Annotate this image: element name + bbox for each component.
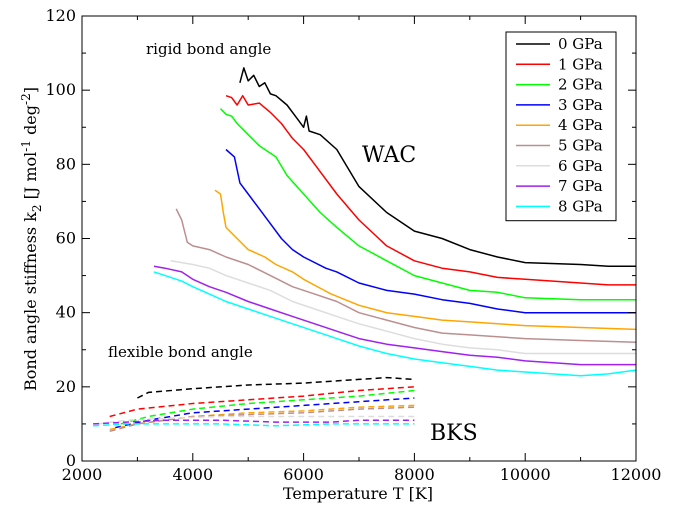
y-tick-label: 80 [56, 154, 76, 173]
y-tick-label: 40 [56, 303, 76, 322]
y-tick-label: 100 [45, 80, 76, 99]
y-tick-label: 0 [66, 451, 76, 470]
y-tick-label: 60 [56, 229, 76, 248]
y-axis-title-deg: deg [21, 105, 40, 140]
legend-label: 6 GPa [558, 157, 603, 175]
series-layer [93, 67, 637, 433]
series-line-wac-5 [175, 208, 637, 344]
series-line-wac-8 [153, 271, 637, 377]
y-tick-label: 20 [56, 377, 76, 396]
annotation-rigid-bond-angle: rigid bond angle [146, 40, 271, 58]
series-line-bks-1 [109, 386, 415, 418]
x-tick-label: 12000 [611, 465, 662, 484]
y-axis-title-unit: [J mol [21, 152, 40, 205]
series-line-wac-4 [214, 189, 637, 331]
x-tick-label: 6000 [283, 465, 324, 484]
legend-label: 7 GPa [558, 177, 603, 195]
y-tick-label: 120 [45, 6, 76, 25]
series-line-wac-2 [219, 108, 636, 301]
annotation-bks: BKS [430, 421, 478, 446]
y-axis-title-bracket: ] [21, 87, 40, 93]
x-tick-label: 4000 [172, 465, 213, 484]
y-axis-title-subscript: 2 [30, 204, 44, 212]
x-axis-title: Temperature T [K] [283, 484, 433, 503]
legend-label: 4 GPa [558, 116, 603, 134]
series-line-bks-8 [93, 423, 415, 427]
series-line-bks-3 [115, 397, 415, 429]
annotation-wac: WAC [362, 143, 416, 168]
series-line-wac-3 [225, 148, 636, 314]
legend-label: 3 GPa [558, 96, 603, 114]
axis-ticks: 2000 4000 6000 8000 10000 12000 0 20 40 60 80 100 12… [45, 6, 661, 484]
series-line-wac-6 [170, 260, 636, 355]
series-line-wac-0 [239, 67, 636, 268]
legend-label: 0 GPa [558, 35, 603, 53]
y-axis-title-exponent-1: -1 [19, 140, 33, 152]
legend-label: 5 GPa [558, 137, 603, 155]
series-line-bks-0 [137, 376, 415, 399]
legend-label: 1 GPa [558, 55, 603, 73]
annotation-flexible-bond-angle: flexible bond angle [108, 343, 253, 361]
series-line-bks-7 [93, 419, 415, 425]
series-line-wac-1 [225, 94, 636, 286]
y-axis-title-exponent-2: -2 [19, 93, 33, 105]
series-line-bks-4 [109, 404, 415, 431]
x-tick-label: 10000 [500, 465, 551, 484]
legend-label: 2 GPa [558, 76, 603, 94]
x-tick-label: 2000 [62, 465, 103, 484]
series-line-wac-7 [153, 265, 636, 366]
y-axis-title: Bond angle stiffness k2 [J mol-1 deg-2] [19, 87, 44, 391]
legend-label: 8 GPa [558, 197, 603, 215]
series-line-bks-6 [98, 415, 415, 425]
y-axis-title-main: Bond angle stiffness k [21, 212, 40, 391]
series-line-bks-5 [109, 406, 415, 433]
legend: 0 GPa 1 GPa 2 GPa 3 GPa 4 GPa 5 GPa 6 GPa 7 GPa… [505, 31, 617, 222]
legend-box [505, 31, 617, 222]
series-line-bks-2 [120, 389, 415, 425]
x-tick-label: 8000 [394, 465, 435, 484]
